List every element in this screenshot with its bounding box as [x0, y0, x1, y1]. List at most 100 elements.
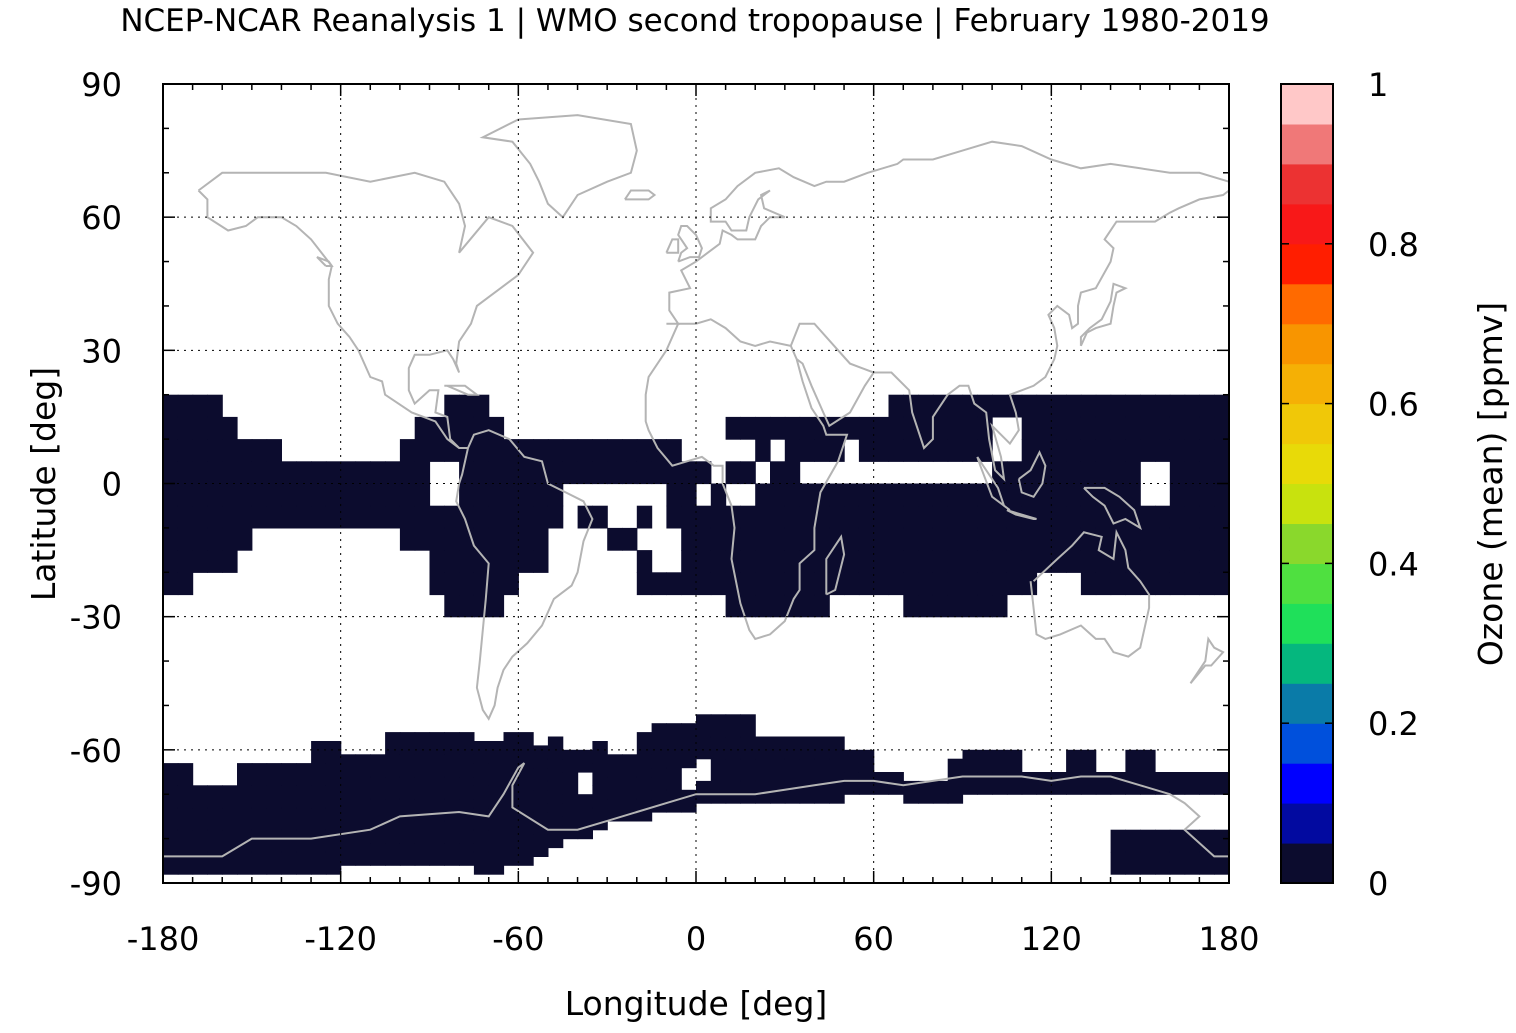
data-cell [562, 749, 579, 773]
data-cell [1066, 772, 1082, 795]
data-cell [770, 461, 786, 485]
coastline [197, 171, 594, 721]
data-cell [340, 843, 357, 866]
data-cell [784, 736, 801, 760]
data-cell [725, 416, 741, 440]
data-cell [311, 763, 327, 786]
data-cell [962, 772, 978, 795]
data-cell [740, 461, 756, 485]
data-cell [592, 807, 608, 831]
colorbar-tick-label: 0.2 [1368, 705, 1419, 743]
data-cell [1155, 851, 1171, 875]
data-cell [163, 550, 179, 573]
data-cell [459, 732, 475, 755]
data-cell [488, 527, 505, 551]
data-cell [222, 829, 238, 853]
data-cell [992, 550, 1008, 573]
data-cell [814, 594, 830, 618]
data-cell [1066, 550, 1082, 573]
data-cell [592, 763, 608, 786]
data-cell [1214, 572, 1230, 596]
data-cell [281, 829, 297, 853]
data-cell [1184, 439, 1200, 462]
data-cell [177, 439, 194, 462]
data-cell [799, 483, 815, 507]
data-cell [1214, 527, 1230, 551]
data-cell [207, 461, 223, 485]
data-cell [296, 807, 312, 831]
data-cell [592, 741, 608, 764]
data-cell [740, 780, 756, 804]
data-cell [1155, 572, 1171, 596]
data-cell [607, 461, 623, 485]
data-cell [962, 416, 978, 440]
data-cell [503, 732, 519, 755]
data-cell [1184, 851, 1200, 875]
data-cell [488, 439, 505, 462]
data-cell [192, 807, 208, 831]
data-cell [473, 829, 490, 853]
data-cell [1140, 416, 1156, 440]
colorbar-swatch [1281, 483, 1333, 524]
colorbar-tick-label: 0.8 [1368, 226, 1419, 264]
data-cell [311, 807, 327, 831]
data-cell [1169, 829, 1186, 853]
data-cell [222, 527, 238, 551]
data-cell [459, 572, 475, 596]
data-cell [784, 483, 801, 507]
data-cell [947, 527, 964, 551]
data-cell [1080, 461, 1097, 485]
data-cell [473, 505, 490, 529]
data-cell [1110, 829, 1126, 853]
data-cell [251, 505, 268, 529]
data-cell [222, 807, 238, 831]
data-cell [444, 732, 460, 755]
data-cell [325, 741, 342, 764]
data-cell [829, 736, 845, 760]
data-cell [1155, 505, 1171, 529]
colorbar [1280, 83, 1334, 884]
data-cell [473, 550, 490, 573]
data-cell [918, 780, 934, 804]
axis-ticks [162, 83, 1230, 884]
coastline [1029, 528, 1151, 658]
data-cell [858, 550, 875, 573]
data-cell [784, 461, 801, 485]
data-cell [281, 807, 297, 831]
y-tick-label: -60 [70, 732, 122, 770]
data-cell [177, 851, 194, 875]
data-cell [681, 789, 697, 813]
data-cell [192, 416, 208, 440]
data-cell [177, 785, 194, 809]
y-tick-label: -30 [70, 599, 122, 637]
data-cell [1095, 772, 1112, 795]
data-cell [473, 572, 490, 596]
data-cell [755, 483, 771, 507]
data-cell [414, 820, 431, 844]
data-cell [163, 763, 179, 786]
data-cell [1110, 483, 1126, 507]
data-cell [1199, 505, 1215, 529]
data-cell [710, 483, 727, 507]
data-cell [696, 505, 712, 529]
coastline [624, 189, 657, 201]
data-cell [518, 732, 534, 755]
data-cell [459, 798, 475, 822]
data-cell [770, 736, 786, 760]
data-cell [325, 807, 342, 831]
data-cell [858, 505, 875, 529]
data-cell [918, 394, 934, 418]
data-cell [385, 843, 401, 866]
data-cell [947, 572, 964, 596]
data-cell [222, 439, 238, 462]
data-cell [725, 714, 741, 738]
data-cell [533, 461, 549, 485]
data-cell [962, 749, 978, 773]
data-cell [666, 745, 682, 769]
data-cell [888, 527, 904, 551]
data-cell [266, 505, 282, 529]
data-cell [547, 439, 564, 462]
data-cell [547, 803, 564, 826]
data-cell [755, 505, 771, 529]
data-cell [281, 483, 297, 507]
